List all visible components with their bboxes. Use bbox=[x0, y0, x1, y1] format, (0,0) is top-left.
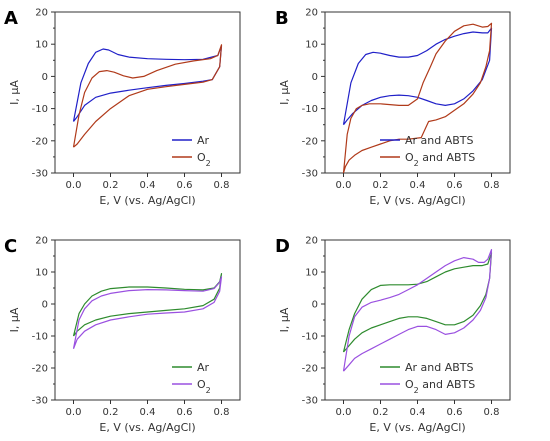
x-axis-label: E, V (vs. Ag/AgCl) bbox=[99, 194, 195, 207]
y-tick-label: 20 bbox=[35, 236, 48, 247]
y-tick-label: 10 bbox=[305, 40, 318, 51]
panel-letter: B bbox=[275, 8, 289, 29]
y-tick-label: -20 bbox=[32, 364, 48, 375]
y-tick-label: 0 bbox=[312, 72, 318, 83]
x-tick-label: 0.6 bbox=[177, 180, 193, 191]
legend-label: O2 bbox=[197, 378, 211, 395]
plot-frame bbox=[324, 11, 511, 174]
y-tick-label: -20 bbox=[32, 136, 48, 147]
series-line-0 bbox=[342, 27, 493, 126]
legend-label: Ar bbox=[197, 134, 210, 147]
y-tick-label: -30 bbox=[302, 169, 318, 180]
x-axis-label: E, V (vs. Ag/AgCl) bbox=[369, 194, 465, 207]
y-tick-label: -10 bbox=[32, 104, 48, 115]
panel-a: 0.0 0.2 0.4 0.6 0.8 -30 -20 -10 0 10 20 E, V (vs. A… bbox=[4, 8, 241, 207]
y-tick-label: -10 bbox=[302, 104, 318, 115]
x-tick-label: 0.0 bbox=[66, 407, 82, 418]
panel-letter: C bbox=[4, 236, 17, 257]
x-tick-label: 0.4 bbox=[140, 180, 156, 191]
x-tick-label: 0.0 bbox=[336, 407, 352, 418]
legend-label: O2 and ABTS bbox=[405, 151, 475, 168]
x-axis-label: E, V (vs. Ag/AgCl) bbox=[369, 421, 465, 434]
x-tick-label: 0.4 bbox=[140, 407, 156, 418]
x-tick-label: 0.6 bbox=[447, 180, 463, 191]
y-axis-label: I, µA bbox=[278, 307, 291, 332]
x-tick-label: 0.2 bbox=[103, 407, 119, 418]
series-line-1 bbox=[342, 249, 493, 372]
x-tick-label: 0.4 bbox=[410, 180, 426, 191]
x-tick-label: 0.0 bbox=[336, 180, 352, 191]
y-tick-label: 0 bbox=[42, 72, 48, 83]
legend-label: O2 and ABTS bbox=[405, 378, 475, 395]
legend-label: O2 bbox=[197, 151, 211, 168]
y-tick-label: -30 bbox=[32, 396, 48, 407]
series-line-0 bbox=[72, 45, 223, 122]
y-tick-label: -30 bbox=[32, 169, 48, 180]
x-tick-label: 0.2 bbox=[103, 180, 119, 191]
y-axis-label: I, µA bbox=[278, 80, 291, 105]
series-line-1 bbox=[72, 276, 223, 350]
y-tick-label: -10 bbox=[302, 332, 318, 343]
y-tick-label: 20 bbox=[35, 8, 48, 19]
y-tick-label: -20 bbox=[302, 136, 318, 147]
series-line-1 bbox=[72, 44, 223, 148]
y-tick-label: 10 bbox=[35, 268, 48, 279]
panel-d: 0.0 0.2 0.4 0.6 0.8 -30 -20 -10 0 10 20 E, V (vs. A… bbox=[275, 236, 511, 434]
x-tick-label: 0.2 bbox=[373, 407, 389, 418]
y-tick-label: 10 bbox=[35, 40, 48, 51]
x-tick-label: 0.8 bbox=[484, 407, 500, 418]
x-tick-label: 0.0 bbox=[66, 180, 82, 191]
y-tick-label: 10 bbox=[305, 268, 318, 279]
legend-label: Ar and ABTS bbox=[405, 361, 474, 374]
x-tick-label: 0.4 bbox=[410, 407, 426, 418]
y-tick-label: 0 bbox=[312, 300, 318, 311]
plot-frame bbox=[54, 11, 241, 174]
y-tick-label: 20 bbox=[305, 236, 318, 247]
legend-label: Ar and ABTS bbox=[405, 134, 474, 147]
y-tick-label: 0 bbox=[42, 300, 48, 311]
x-tick-label: 0.8 bbox=[214, 180, 230, 191]
series-line-1 bbox=[342, 22, 493, 174]
x-tick-label: 0.6 bbox=[447, 407, 463, 418]
y-tick-label: -30 bbox=[302, 396, 318, 407]
x-tick-label: 0.6 bbox=[177, 407, 193, 418]
plot-frame bbox=[54, 239, 241, 401]
y-tick-label: 20 bbox=[305, 8, 318, 19]
panel-letter: D bbox=[275, 236, 290, 257]
panel-c: 0.0 0.2 0.4 0.6 0.8 -30 -20 -10 0 10 20 E, V (vs. A… bbox=[4, 236, 241, 434]
x-tick-label: 0.8 bbox=[484, 180, 500, 191]
y-tick-label: -10 bbox=[32, 332, 48, 343]
y-tick-label: -20 bbox=[302, 364, 318, 375]
x-axis-label: E, V (vs. Ag/AgCl) bbox=[99, 421, 195, 434]
series-line-0 bbox=[342, 252, 493, 353]
series-line-0 bbox=[72, 273, 223, 337]
x-tick-label: 0.8 bbox=[214, 407, 230, 418]
panel-b: 0.0 0.2 0.4 0.6 0.8 -30 -20 -10 0 10 20 E, V (vs. A… bbox=[275, 8, 511, 207]
x-tick-label: 0.2 bbox=[373, 180, 389, 191]
y-axis-label: I, µA bbox=[8, 307, 21, 332]
panel-letter: A bbox=[4, 8, 18, 29]
legend-label: Ar bbox=[197, 361, 210, 374]
y-axis-label: I, µA bbox=[8, 80, 21, 105]
